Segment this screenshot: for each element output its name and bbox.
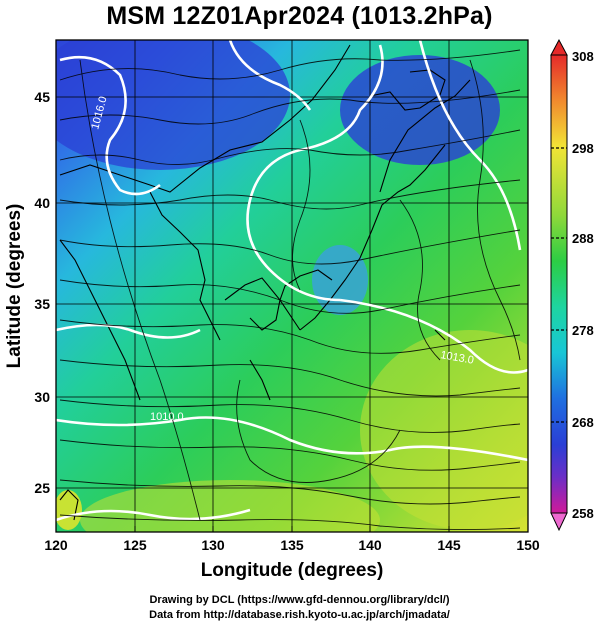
y-tick-label: 45 (34, 89, 50, 105)
contour-label: 1010.0 (150, 411, 184, 423)
colorbar-tick-label: 288 (572, 231, 594, 246)
drawing-credit: Drawing by DCL (https://www.gfd-dennou.o… (149, 594, 450, 606)
y-tick-label: 30 (34, 389, 50, 405)
colorbar-tick-label: 308 (572, 49, 594, 64)
data-credit: Data from http://database.rish.kyoto-u.a… (149, 609, 450, 621)
colorbar-tick-label: 268 (572, 415, 594, 430)
isobars (56, 40, 528, 522)
colorbar: 308 298 288 278 268 258 (550, 38, 594, 532)
colorbar-tick-label: 298 (572, 141, 594, 156)
wind-streamlines (59, 49, 521, 531)
x-tick-label: 150 (516, 537, 540, 553)
x-tick-label: 125 (123, 537, 147, 553)
x-tick-label: 140 (358, 537, 382, 553)
x-axis-label: Longitude (degrees) (201, 560, 384, 581)
x-tick-label: 130 (201, 537, 225, 553)
x-tick-label: 135 (280, 537, 304, 553)
colorbar-tick-label: 258 (572, 506, 594, 521)
plot-area (56, 40, 528, 532)
y-axis-label: Latitude (degrees) (4, 204, 25, 369)
x-tick-label: 145 (437, 537, 461, 553)
map-title: MSM 12Z01Apr2024 (1013.2hPa) (106, 2, 493, 30)
y-tick-label: 40 (34, 195, 50, 211)
contour-label: 1013.0 (439, 349, 474, 367)
y-tick-label: 35 (34, 296, 50, 312)
y-tick-label: 25 (34, 480, 50, 496)
colorbar-tick-label: 278 (572, 323, 594, 338)
x-tick-label: 120 (44, 537, 68, 553)
